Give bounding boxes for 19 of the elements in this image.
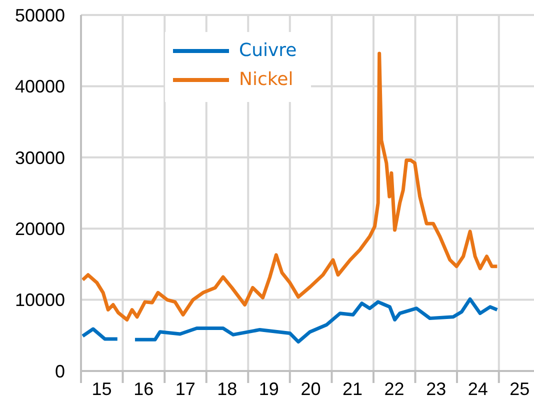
x-tick-label: 19 xyxy=(258,379,279,399)
x-tick-label: 21 xyxy=(342,379,363,399)
x-tick-label: 18 xyxy=(217,379,238,399)
y-tick-label: 0 xyxy=(54,361,65,382)
x-tick-label: 22 xyxy=(384,379,404,399)
x-tick-label: 15 xyxy=(92,379,112,399)
x-tick-label: 20 xyxy=(300,379,321,399)
legend-label: Cuivre xyxy=(239,40,297,61)
y-tick-label: 50000 xyxy=(14,5,65,26)
x-tick-label: 23 xyxy=(426,379,446,399)
x-tick-label: 25 xyxy=(510,379,530,399)
x-tick-label: 24 xyxy=(468,379,488,399)
x-tick-label: 16 xyxy=(134,379,154,399)
y-tick-label: 10000 xyxy=(14,290,65,310)
legend-label: Nickel xyxy=(239,69,294,90)
x-tick-label: 17 xyxy=(175,379,196,399)
y-tick-label: 40000 xyxy=(14,76,65,97)
y-tick-label: 30000 xyxy=(14,148,65,168)
y-tick-label: 20000 xyxy=(14,218,65,239)
